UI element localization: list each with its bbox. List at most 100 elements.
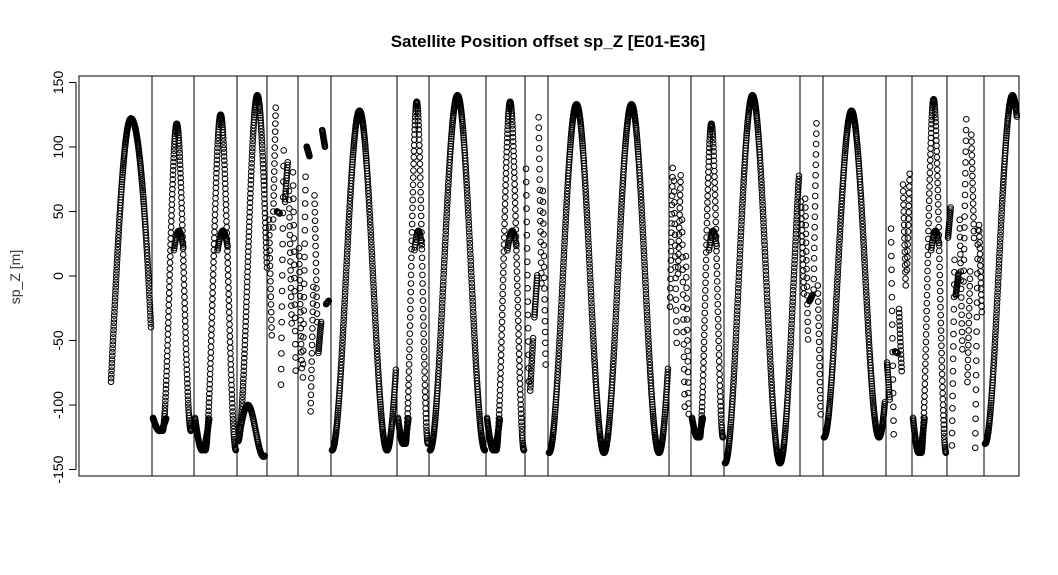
data-point — [185, 412, 193, 419]
data-point — [501, 200, 509, 208]
data-point — [312, 259, 320, 267]
data-point — [668, 220, 675, 227]
data-point — [286, 205, 293, 212]
data-point — [270, 192, 278, 199]
data-point — [317, 320, 325, 328]
data-point — [634, 138, 641, 146]
data-point — [642, 279, 649, 287]
data-point — [301, 253, 308, 261]
data-point — [973, 284, 981, 292]
data-point — [826, 397, 834, 405]
data-point — [517, 405, 525, 413]
data-point — [561, 237, 568, 245]
data-point — [165, 295, 173, 303]
data-point — [220, 149, 228, 156]
data-point — [562, 223, 569, 231]
data-point — [422, 405, 429, 412]
data-point — [435, 357, 443, 365]
data-point — [925, 227, 932, 235]
data-point — [589, 334, 597, 341]
data-point — [758, 194, 766, 202]
data-point — [514, 289, 521, 297]
data-point — [108, 359, 116, 367]
data-point — [181, 317, 189, 325]
data-point — [923, 283, 931, 291]
data-point — [166, 265, 174, 272]
data-point — [563, 193, 571, 201]
data-point — [212, 200, 219, 207]
data-point — [998, 201, 1006, 208]
data-point — [793, 205, 801, 213]
data-point — [924, 267, 931, 275]
data-point — [711, 198, 719, 205]
data-point — [900, 228, 908, 235]
data-point — [107, 374, 115, 382]
data-point — [739, 196, 746, 204]
data-point — [661, 406, 669, 414]
data-point — [268, 331, 276, 339]
data-point — [279, 240, 286, 248]
data-point — [743, 125, 751, 133]
data-point — [561, 230, 569, 238]
data-point — [465, 229, 473, 236]
data-point — [934, 201, 942, 208]
data-point — [164, 342, 171, 349]
data-point — [301, 267, 308, 274]
data-point — [964, 364, 972, 371]
data-point — [676, 198, 684, 205]
y-tick-label: 100 — [50, 135, 66, 159]
data-point — [146, 309, 154, 316]
data-point — [683, 295, 691, 302]
data-point — [770, 420, 778, 427]
data-point — [224, 253, 231, 261]
data-point — [285, 187, 293, 195]
data-point — [119, 167, 127, 174]
data-point — [403, 429, 411, 437]
data-point — [585, 246, 593, 253]
data-point — [325, 297, 333, 305]
data-point — [835, 258, 842, 266]
data-point — [699, 371, 707, 379]
data-point — [964, 378, 971, 386]
data-point — [500, 255, 507, 262]
data-point — [587, 278, 594, 285]
data-point — [589, 327, 597, 335]
data-point — [503, 143, 511, 151]
data-point — [243, 283, 251, 291]
data-point — [514, 296, 521, 304]
data-point — [239, 386, 247, 394]
data-point — [900, 201, 907, 209]
data-point — [368, 255, 376, 263]
data-point — [605, 420, 613, 428]
data-point — [496, 415, 504, 423]
data-point — [794, 202, 801, 209]
data-point — [302, 173, 309, 181]
data-point — [939, 389, 946, 397]
data-point — [802, 239, 810, 246]
data-point — [803, 283, 811, 290]
data-point — [313, 276, 320, 284]
data-point — [315, 343, 323, 351]
data-point — [422, 410, 430, 417]
data-point — [680, 328, 687, 336]
data-point — [535, 114, 542, 121]
data-point — [889, 362, 897, 370]
data-point — [260, 177, 268, 185]
data-point — [641, 261, 648, 269]
data-point — [938, 342, 945, 350]
data-point — [463, 184, 471, 192]
data-point — [408, 245, 415, 253]
data-point — [716, 387, 724, 395]
data-point — [977, 279, 985, 287]
data-point — [815, 314, 822, 322]
data-point — [502, 181, 509, 189]
data-point — [566, 146, 574, 153]
data-point — [267, 301, 275, 308]
data-point — [208, 320, 216, 327]
data-point — [622, 138, 629, 145]
data-point — [584, 218, 591, 226]
data-point — [643, 311, 651, 319]
data-point — [416, 167, 424, 174]
data-point — [317, 324, 324, 332]
data-point — [715, 344, 723, 352]
